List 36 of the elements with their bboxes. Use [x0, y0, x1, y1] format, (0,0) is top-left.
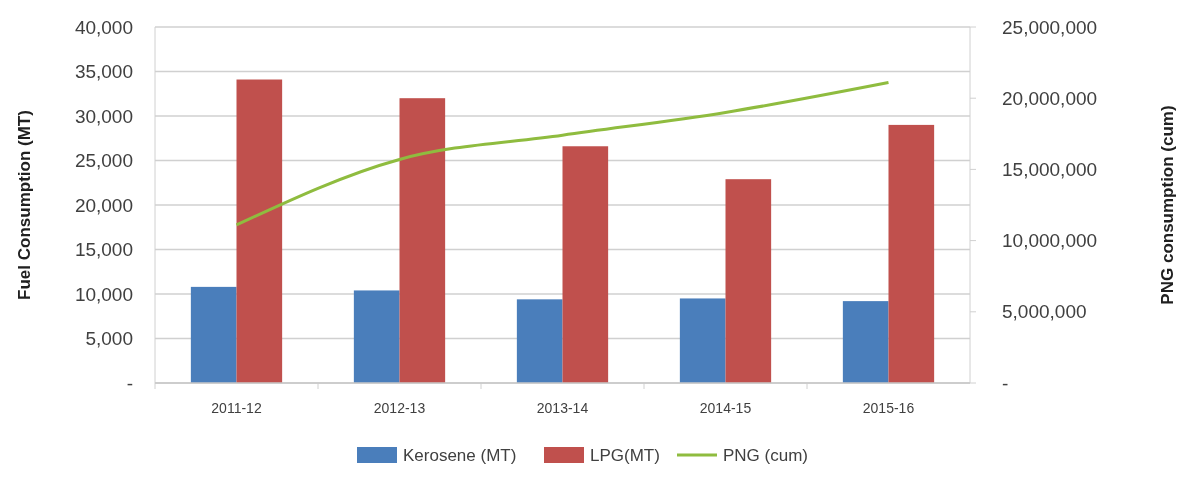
y2-tick-label: 25,000,000	[1002, 16, 1098, 38]
bar	[353, 290, 400, 383]
legend-label: PNG (cum)	[723, 445, 808, 465]
bar	[679, 298, 726, 383]
x-tick-label: 2013-14	[536, 400, 589, 416]
y2-tick-label: -	[1002, 372, 1009, 394]
y2-tick-label: 5,000,000	[1002, 301, 1087, 323]
y-tick-label: 15,000	[74, 239, 133, 261]
y-tick-label: 20,000	[74, 194, 133, 216]
x-tick-label: 2011-12	[211, 400, 262, 416]
y2-tick-label: 20,000,000	[1002, 87, 1098, 109]
bar	[399, 98, 446, 383]
y2-tick-label: 15,000,000	[1002, 159, 1098, 181]
y-tick-label: 10,000	[74, 283, 133, 305]
legend-label: Kerosene (MT)	[403, 445, 517, 465]
line-series	[235, 81, 890, 227]
bar	[190, 286, 237, 383]
legend-label: LPG(MT)	[590, 445, 660, 465]
bar	[562, 146, 609, 383]
y-tick-label: 30,000	[74, 105, 133, 127]
x-tick-label: 2012-13	[373, 400, 426, 416]
y-tick-label: 35,000	[74, 61, 133, 83]
y-tick-label: -	[126, 372, 133, 394]
y-tick-label: 25,000	[74, 150, 133, 172]
bar	[516, 299, 563, 383]
y-tick-label: 5,000	[85, 328, 133, 350]
bar	[725, 179, 772, 383]
y2-axis-title: PNG consumption (cum)	[1158, 105, 1177, 305]
bar	[842, 301, 889, 383]
x-tick-label: 2014-15	[699, 400, 752, 416]
bar	[236, 79, 283, 383]
bar	[888, 124, 935, 383]
x-tick-label: 2015-16	[862, 400, 915, 416]
y-axis-title: Fuel Consumption (MT)	[15, 110, 34, 300]
y2-tick-label: 10,000,000	[1002, 230, 1098, 252]
y-tick-label: 40,000	[74, 16, 133, 38]
